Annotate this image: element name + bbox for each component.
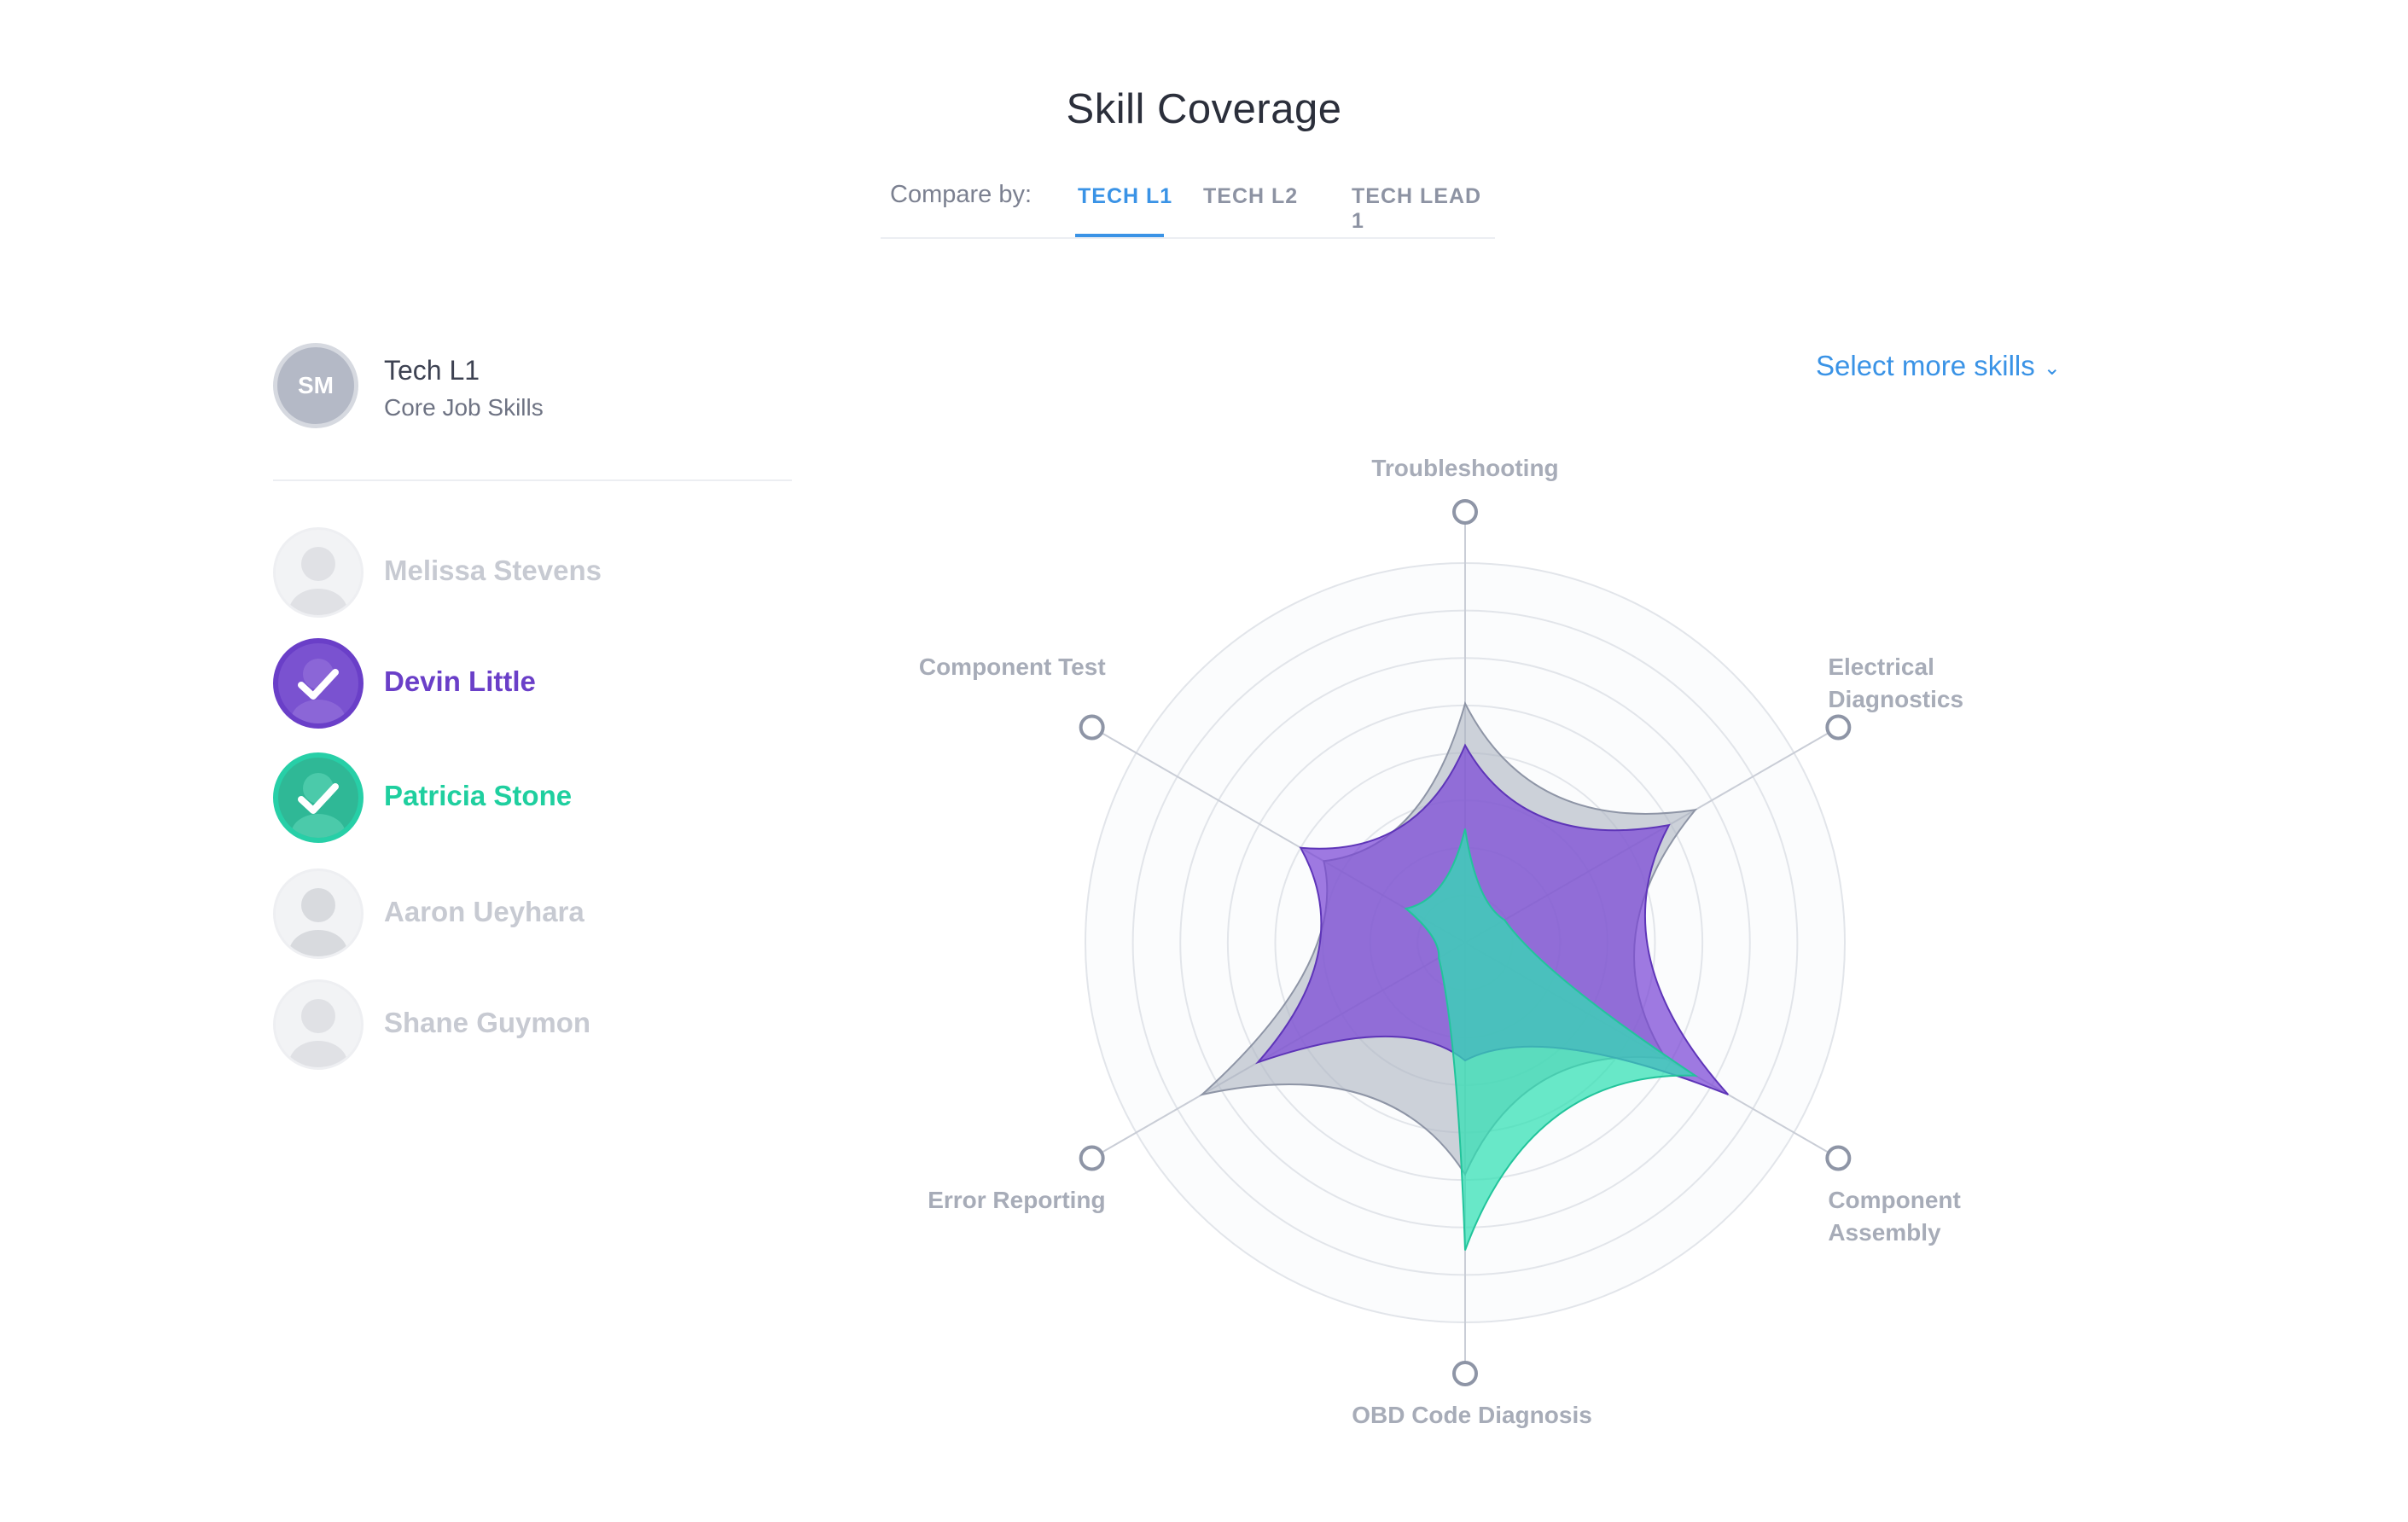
axis-spoke [1464,942,1839,1159]
avatar [273,527,364,618]
axis-label: OBD Code Diagnosis [1352,1402,1592,1428]
check-icon [291,659,346,723]
tab-tech-l2[interactable]: TECH L2 [1203,184,1299,208]
person-name: Shane Guymon [384,1007,591,1038]
series-shape [1199,700,1698,1176]
person-name: Aaron Ueyhara [384,896,585,927]
grid-ring [1369,846,1562,1039]
grid-ring [1416,894,1514,991]
grid-ring [1274,752,1656,1134]
axis-label: Electrical Diagnostics [1828,653,1964,712]
avatar: SM [273,343,358,428]
person-patricia-stone[interactable]: Patricia Stone [273,752,785,846]
grid-ring [1131,609,1799,1276]
chevron-down-icon: ⌄ [2043,356,2061,380]
page-title: Skill Coverage [1066,86,1342,132]
axis-end-marker [1452,1361,1478,1386]
person-shane-guymon[interactable]: Shane Guymon [273,979,785,1073]
axis-end-marker [1452,499,1478,525]
axis-end-marker [1825,1145,1852,1171]
axis-label: Error Reporting [928,1186,1106,1213]
person-photo-icon [289,547,347,615]
person-melissa-stevens[interactable]: Melissa Stevens [273,527,785,621]
person-name: Melissa Stevens [384,555,602,586]
grid-ring [1322,799,1608,1086]
profile-subtitle: Core Job Skills [384,394,544,421]
grid-ring [1179,657,1751,1229]
axis-spoke [1464,726,1839,944]
axis-end-marker [1079,714,1105,741]
series-shape [1404,828,1699,1251]
tab-tech-l1[interactable]: TECH L1 [1078,184,1173,208]
role-profile: SM Tech L1 Core Job Skills [273,343,792,481]
tab-tech-lead-1[interactable]: TECH LEAD 1 [1352,184,1482,233]
compare-tabs: Compare by: TECH L1 TECH L2 TECH LEAD 1 [881,174,1495,239]
axis-label: Component Assembly [1828,1186,1961,1246]
select-more-label: Select more skills [1816,350,2035,381]
person-name: Patricia Stone [384,780,573,811]
compare-label: Compare by: [890,181,1032,208]
person-name: Devin Little [384,665,536,697]
profile-name: Tech L1 [384,355,480,386]
grid-ring [1226,704,1704,1182]
person-photo-icon [289,999,347,1067]
grid-ring [1085,562,1846,1323]
active-tab-indicator [1075,234,1164,237]
series-shape [1254,743,1730,1095]
axis-label: Component Test [918,653,1106,680]
axis-spoke [1091,942,1466,1159]
avatar [273,752,364,843]
person-photo-icon [289,888,347,956]
check-icon [291,773,346,838]
axis-end-marker [1079,1145,1105,1171]
axis-end-marker [1825,714,1852,741]
avatar [273,638,364,729]
axis-spoke [1091,726,1466,944]
select-more-skills-dropdown[interactable]: Select more skills ⌄ [1816,350,2061,382]
avatar [273,979,364,1070]
person-aaron-ueyhara[interactable]: Aaron Ueyhara [273,868,785,962]
person-devin-little[interactable]: Devin Little [273,638,785,732]
axis-label: Troubleshooting [1371,455,1559,481]
avatar [273,868,364,959]
